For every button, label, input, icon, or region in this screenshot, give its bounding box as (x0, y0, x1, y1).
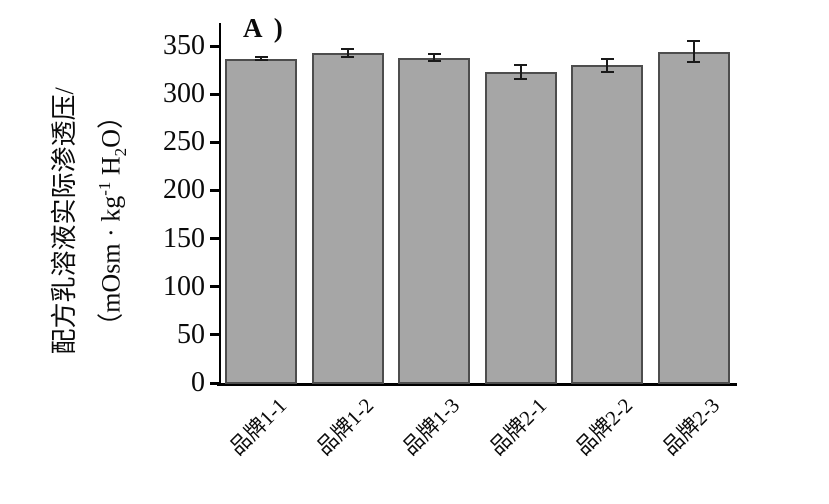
error-bar-stem (260, 57, 262, 60)
bar-品牌2-1 (484, 71, 557, 384)
y-tick-label: 250 (163, 126, 205, 158)
y-tick (210, 333, 219, 337)
x-category-label: 品牌1-3 (397, 393, 465, 460)
bar-品牌1-3 (398, 57, 470, 384)
error-bar-cap (514, 78, 527, 81)
y-axis-unit-suffix: O） (96, 103, 126, 148)
x-category-label: 品牌1-2 (311, 393, 378, 460)
x-category-label: 品牌2-3 (657, 393, 724, 460)
y-tick-label: 200 (163, 174, 205, 206)
y-tick-label: 50 (177, 318, 205, 350)
y-tick (210, 188, 219, 192)
y-axis-line (219, 23, 221, 384)
y-tick (210, 285, 219, 289)
y-tick (210, 237, 219, 241)
y-axis-title: 配方乳溶液实际渗透压/ （mOsm · kg-1 H2O） (45, 11, 141, 431)
x-category-label: 品牌2-1 (484, 393, 551, 460)
y-tick-label: 300 (163, 78, 205, 110)
y-tick (210, 381, 219, 385)
error-bar-cap (341, 55, 354, 58)
y-tick-label: 150 (163, 222, 205, 254)
x-category-label: 品牌2-2 (570, 393, 638, 460)
y-axis-title-unit: （mOsm · kg-1 H2O） (85, 11, 141, 431)
error-bar-cap (687, 40, 700, 43)
error-bar-cap (254, 56, 268, 59)
error-bar-stem (606, 58, 608, 72)
y-axis-unit-superscript: -1 (95, 181, 115, 196)
y-tick-label: 350 (163, 30, 205, 61)
error-bar-cap (514, 63, 527, 66)
error-bar-cap (600, 57, 614, 60)
error-bar-cap (600, 70, 614, 73)
bar-品牌2-3 (657, 51, 730, 384)
y-tick (210, 92, 219, 96)
error-bar-cap (254, 58, 268, 61)
panel-label: A ) (243, 13, 286, 43)
error-bar-cap (427, 60, 441, 63)
bar-品牌2-2 (571, 65, 643, 384)
error-bar-cap (341, 47, 354, 50)
y-tick-label: 0 (191, 367, 205, 398)
y-axis-title-line1: 配方乳溶液实际渗透压/ (50, 87, 80, 355)
error-bar-stem (692, 41, 695, 63)
error-bar-stem (519, 64, 522, 80)
y-tick (210, 44, 219, 48)
y-axis-unit-subscript: 2 (110, 147, 130, 157)
x-axis-line (217, 383, 737, 386)
bar-品牌1-2 (311, 52, 384, 384)
error-bar-stem (346, 48, 349, 57)
y-tick-label: 100 (163, 270, 205, 302)
error-bar-stem (433, 53, 435, 62)
error-bar-cap (427, 52, 441, 55)
bar-品牌1-1 (225, 58, 297, 384)
y-axis-unit-mid: H (96, 156, 126, 182)
y-tick (210, 140, 219, 144)
x-category-label: 品牌1-1 (224, 393, 292, 460)
y-axis-unit-prefix: （mOsm · kg (96, 195, 126, 339)
error-bar-cap (687, 61, 700, 64)
